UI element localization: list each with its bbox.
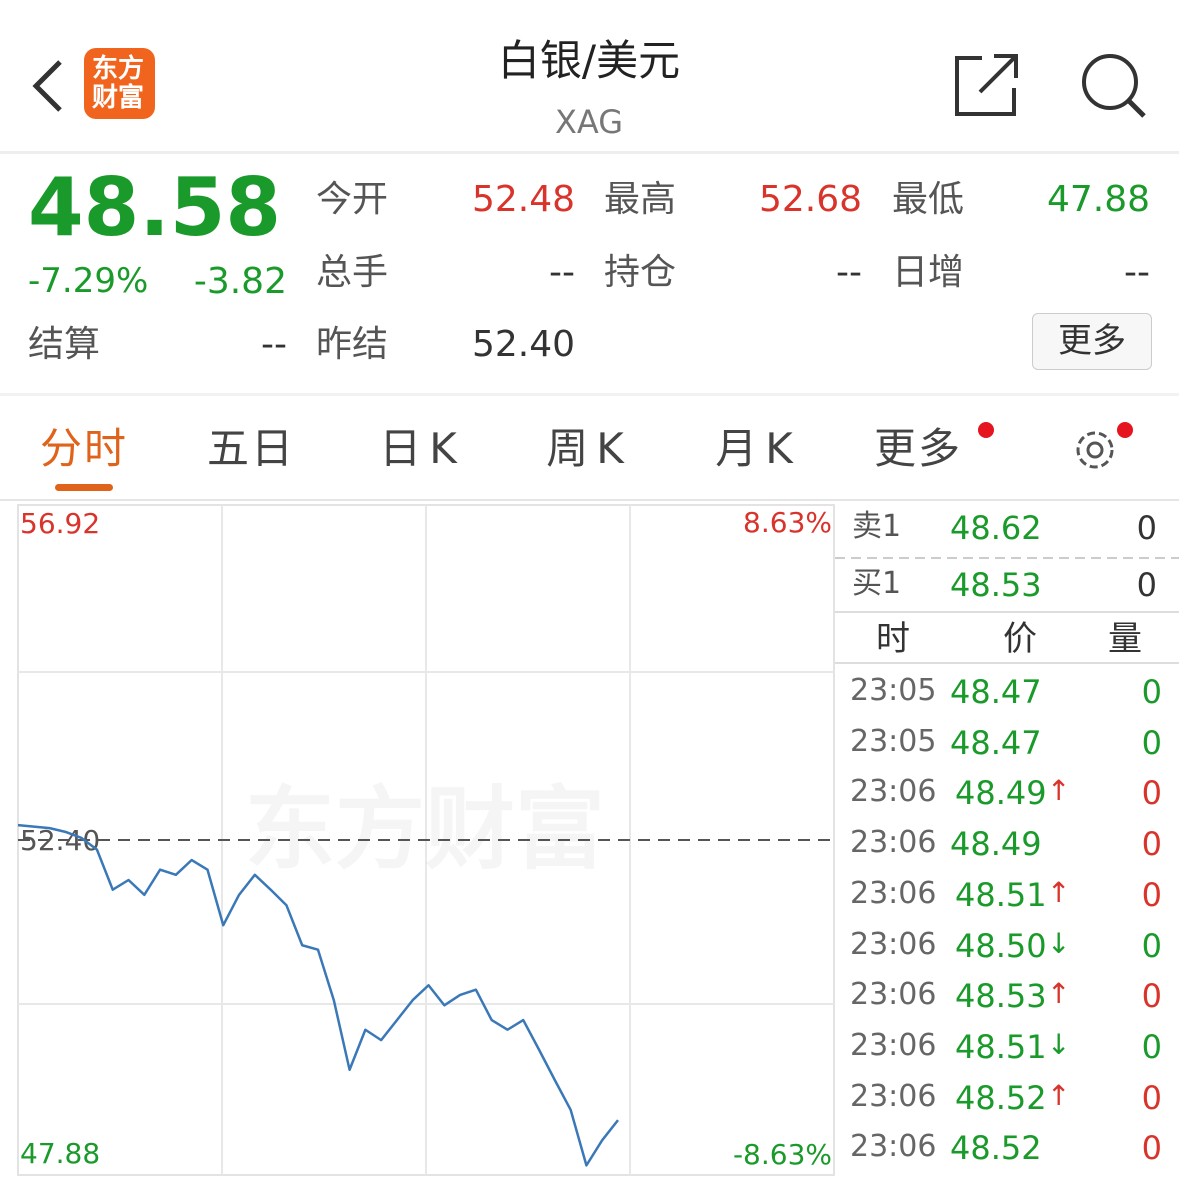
watermark: 东方财富 — [245, 777, 605, 882]
tab[interactable]: 更多 — [873, 424, 963, 473]
separator — [835, 557, 1179, 559]
trade-volume: 0 — [1141, 926, 1162, 965]
trade-arrow: ↓ — [1047, 1027, 1071, 1061]
book-volume: 0 — [1136, 509, 1157, 547]
field-value: -- — [261, 324, 287, 365]
trade-price: 48.51 — [955, 875, 1047, 914]
trade-volume: 0 — [1141, 774, 1162, 813]
trade-volume: 0 — [1141, 723, 1162, 762]
column-header: 价 — [1003, 619, 1037, 659]
trade-arrow: ↑ — [1047, 1078, 1071, 1112]
separator — [835, 662, 1179, 664]
trade-time: 23:06 — [850, 875, 937, 911]
field-value: 52.68 — [758, 179, 862, 220]
divider — [0, 499, 1179, 501]
trade-price: 48.51 — [955, 1027, 1047, 1066]
separator — [835, 611, 1179, 613]
trade-time: 23:06 — [850, 1129, 937, 1165]
field-value: -- — [1124, 252, 1150, 293]
field-label: 最低 — [892, 179, 965, 220]
trade-price: 48.47 — [950, 723, 1042, 762]
book-label: 买1 — [852, 566, 902, 601]
tab[interactable]: 日K — [379, 424, 465, 473]
last-price: 48.58 — [28, 161, 282, 254]
trade-arrow: ↓ — [1047, 926, 1071, 960]
field-label: 结算 — [28, 324, 101, 365]
tab[interactable]: 周K — [546, 424, 632, 473]
trade-volume: 0 — [1141, 1078, 1162, 1117]
field-label: 持仓 — [604, 252, 677, 293]
field-label: 日增 — [892, 252, 965, 293]
trade-volume: 0 — [1141, 1129, 1162, 1168]
trade-arrow: ↑ — [1047, 774, 1071, 808]
badge — [1117, 422, 1133, 438]
y-tick-label: 47.88 — [20, 1137, 100, 1170]
trade-volume: 0 — [1141, 1027, 1162, 1066]
book-label: 卖1 — [852, 509, 902, 544]
field-value: 52.48 — [471, 179, 575, 220]
column-header: 量 — [1108, 619, 1142, 659]
field-value: 52.40 — [471, 324, 575, 365]
book-price: 48.53 — [950, 566, 1042, 604]
trade-volume: 0 — [1141, 825, 1162, 864]
field-label: 最高 — [604, 179, 677, 220]
field-value: -- — [549, 252, 575, 293]
logo: 东方 财富 — [84, 48, 155, 119]
trade-volume: 0 — [1141, 875, 1162, 914]
trade-volume: 0 — [1141, 673, 1162, 711]
trade-time: 23:05 — [850, 673, 937, 708]
logo-text: 东方 — [92, 54, 145, 84]
trade-price: 48.53 — [955, 977, 1047, 1016]
right-axis-label: -8.63% — [733, 1138, 832, 1171]
field-value: -- — [836, 252, 862, 293]
more-button[interactable]: 更多 — [1032, 313, 1152, 370]
field-value: 47.88 — [1046, 179, 1150, 220]
trade-time: 23:06 — [850, 825, 937, 861]
field-label: 今开 — [316, 179, 389, 220]
y-tick-label: 56.92 — [20, 507, 100, 540]
trade-price: 48.52 — [955, 1078, 1047, 1117]
tab[interactable]: 五日 — [206, 424, 296, 473]
logo-text: 财富 — [92, 83, 145, 113]
trade-time: 23:06 — [850, 774, 937, 810]
title: 白银/美元 — [497, 36, 681, 85]
change-pct: -7.29% — [28, 261, 149, 301]
trade-arrow: ↑ — [1047, 977, 1071, 1011]
book-volume: 0 — [1136, 566, 1157, 604]
badge — [978, 422, 994, 438]
tab[interactable]: 月K — [715, 424, 801, 473]
field-label: 昨结 — [316, 324, 389, 365]
trade-time: 23:06 — [850, 926, 937, 962]
trade-price: 48.49 — [950, 825, 1042, 864]
search-button[interactable] — [1080, 52, 1150, 118]
back-button[interactable] — [28, 58, 68, 114]
column-header: 时 — [876, 619, 910, 659]
divider — [0, 151, 1179, 154]
trade-time: 23:06 — [850, 1027, 937, 1063]
field-label: 总手 — [316, 252, 389, 293]
trade-arrow: ↑ — [1047, 875, 1071, 909]
change: -3.82 — [193, 261, 287, 302]
trade-volume: 0 — [1141, 977, 1162, 1016]
settings-button[interactable] — [1068, 424, 1124, 476]
book-price: 48.62 — [950, 509, 1042, 547]
divider — [0, 393, 1179, 396]
trade-time: 23:06 — [850, 1078, 937, 1114]
price-line — [17, 823, 619, 1167]
tab[interactable]: 分时 — [39, 424, 129, 473]
tab-underline — [55, 484, 113, 491]
trade-time: 23:05 — [850, 723, 937, 759]
right-axis-label: 8.63% — [743, 506, 832, 539]
trade-price: 48.52 — [950, 1129, 1042, 1168]
share-button[interactable] — [952, 52, 1022, 118]
trade-price: 48.47 — [950, 673, 1042, 711]
subtitle: XAG — [554, 103, 624, 141]
trade-time: 23:06 — [850, 977, 937, 1013]
trade-price: 48.49 — [955, 774, 1047, 813]
trade-price: 48.50 — [955, 926, 1047, 965]
